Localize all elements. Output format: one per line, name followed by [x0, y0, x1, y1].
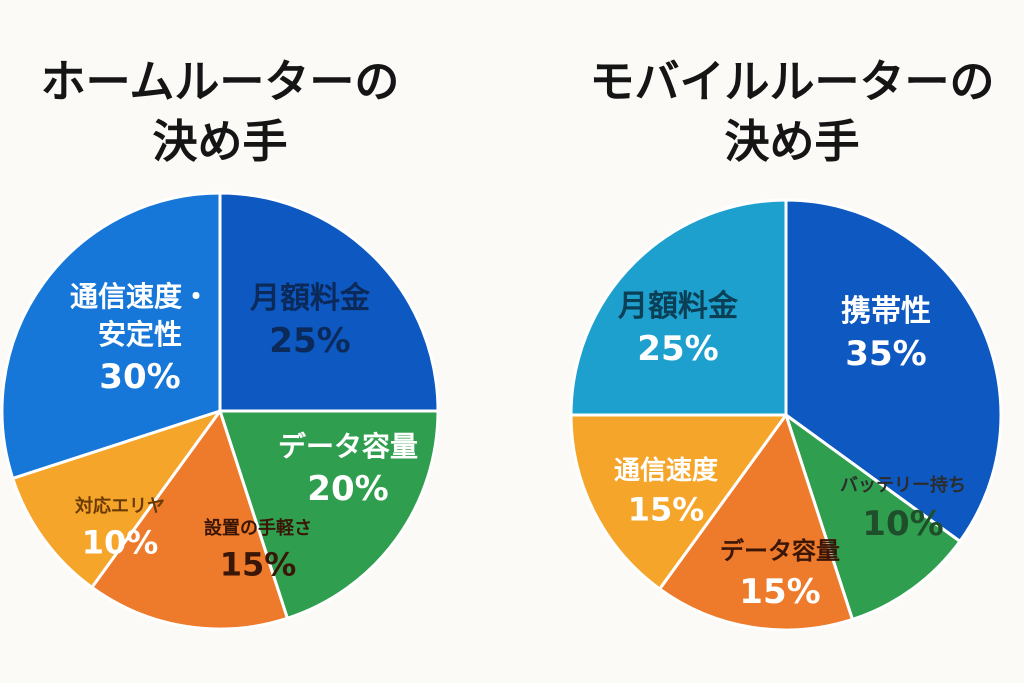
pie-slice: [218, 409, 440, 620]
slice-value-label: 15%: [220, 546, 297, 584]
slice-value-label: 10%: [82, 524, 159, 562]
slice-value-label: 20%: [307, 469, 388, 509]
slice-value-label: 35%: [845, 334, 926, 374]
slice-label: データ容量: [720, 537, 840, 565]
home-router-chart-title: ホームルーターの 決め手: [0, 52, 440, 172]
slice-label: 月額料金: [618, 289, 739, 324]
pie-slice: [11, 409, 222, 589]
pie-slice: [0, 191, 222, 480]
pie-slice: [784, 198, 1003, 543]
slice-label: 設置の手軽さ: [204, 517, 312, 539]
slice-label: バッテリー持ち: [840, 474, 966, 496]
slice-value-label: 15%: [739, 572, 820, 612]
slice-label: 通信速度・: [70, 280, 210, 313]
pie-slice: [784, 413, 962, 621]
mobile-router-chart-title: モバイルルーターの 決め手: [560, 52, 1024, 172]
slice-label: 携帯性: [841, 294, 931, 329]
title-line-2: 決め手: [152, 115, 288, 168]
title-line-1: ホームルーターの: [40, 55, 400, 108]
slice-value-label: 25%: [637, 329, 718, 369]
slice-value-label: 15%: [628, 491, 705, 529]
slice-label: データ容量: [278, 430, 418, 463]
slice-label: 対応エリヤ: [74, 495, 165, 517]
slice-label: 月額料金: [250, 281, 371, 316]
pie-slice: [569, 413, 788, 591]
slice-label: 通信速度: [614, 455, 718, 486]
slice-value-label: 30%: [99, 357, 180, 397]
pie-slice: [218, 191, 440, 413]
slice-value-label: 10%: [862, 504, 943, 544]
title-line-2: 決め手: [724, 115, 860, 168]
pie-slice: [569, 198, 788, 417]
slice-label: 安定性: [98, 318, 182, 351]
pie-slice: [658, 413, 854, 632]
slice-value-label: 25%: [269, 321, 350, 361]
pie-slice: [90, 409, 289, 631]
title-line-1: モバイルルーターの: [589, 55, 995, 108]
